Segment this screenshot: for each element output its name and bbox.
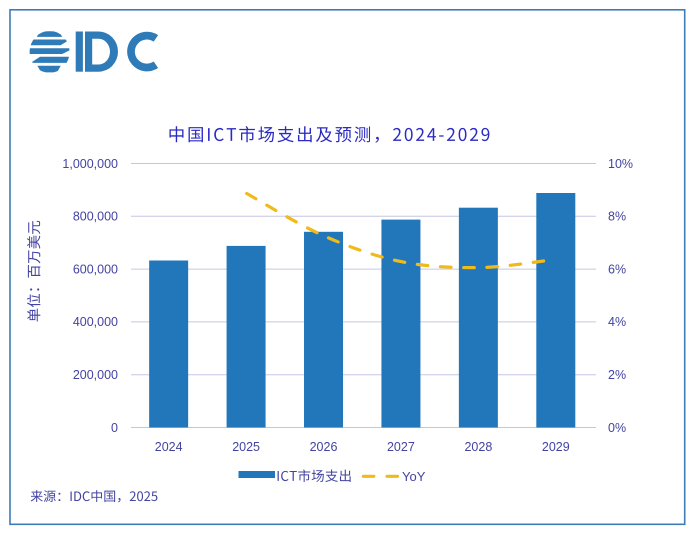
svg-text:2025: 2025 [232,440,260,454]
svg-text:600,000: 600,000 [73,262,118,276]
svg-text:4%: 4% [608,315,626,329]
svg-text:2024: 2024 [155,440,183,454]
svg-text:2029: 2029 [542,440,570,454]
svg-text:6%: 6% [608,262,626,276]
svg-text:200,000: 200,000 [73,368,118,382]
svg-text:800,000: 800,000 [73,210,118,224]
svg-text:1,000,000: 1,000,000 [62,157,118,171]
svg-text:2027: 2027 [387,440,415,454]
svg-text:0%: 0% [608,421,626,435]
svg-text:8%: 8% [608,210,626,224]
svg-text:YoY: YoY [402,469,426,484]
svg-text:0: 0 [111,421,118,435]
svg-text:2%: 2% [608,368,626,382]
svg-text:2026: 2026 [310,440,338,454]
svg-text:10%: 10% [608,157,633,171]
svg-text:400,000: 400,000 [73,315,118,329]
svg-text:2028: 2028 [464,440,492,454]
